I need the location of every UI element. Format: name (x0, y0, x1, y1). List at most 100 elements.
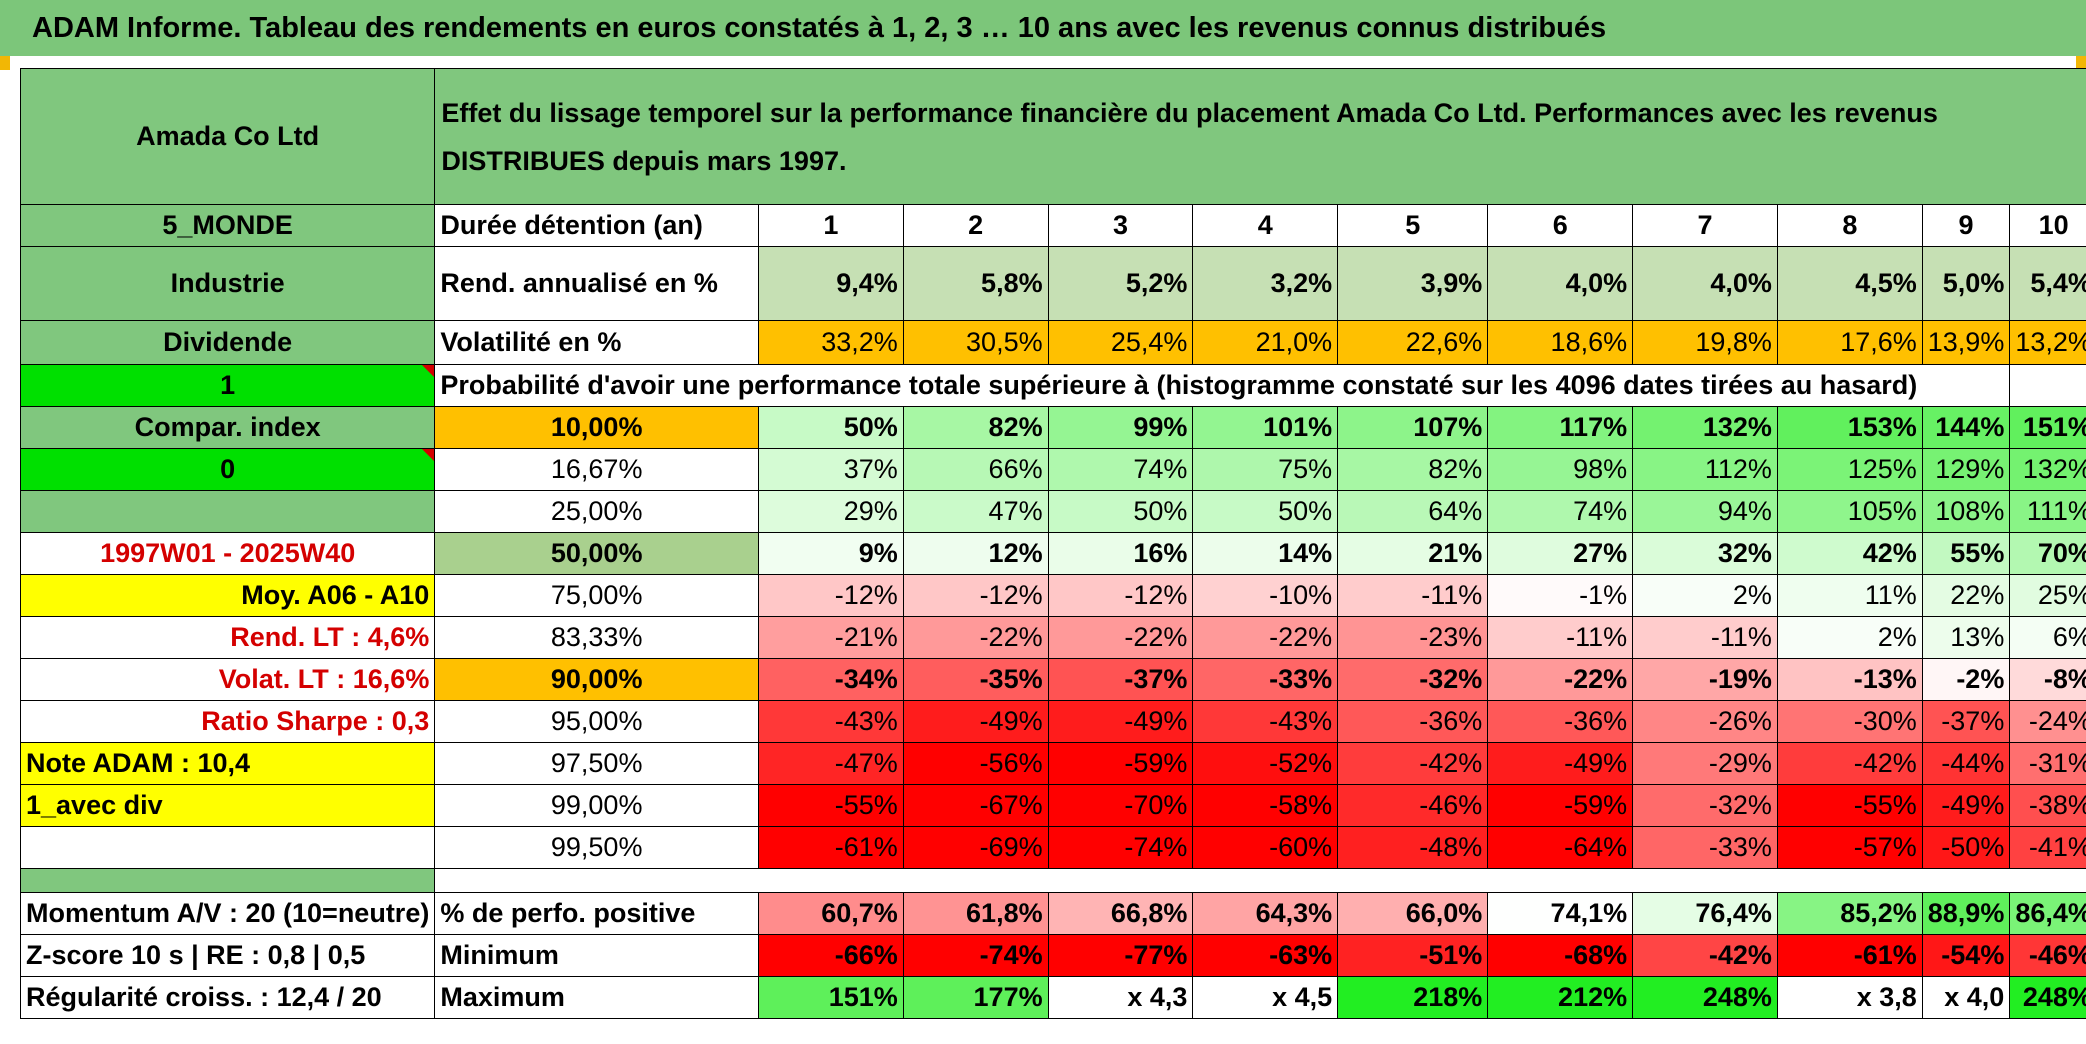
perf-value: 107% (1337, 406, 1489, 449)
percentile-label: 97,50% (434, 742, 759, 785)
perf-value: -22% (1192, 616, 1339, 659)
perf-value: 11% (1776, 574, 1923, 617)
perf-value: -48% (1337, 826, 1489, 869)
perf-value: -33% (1632, 826, 1778, 869)
perf-value: -57% (1776, 826, 1923, 869)
perf-value: -1% (1487, 574, 1634, 617)
volat-lt-label: Volat. LT : 16,6% (19, 658, 436, 701)
perf-value: 16% (1047, 532, 1194, 575)
perf-value: -44% (1921, 742, 2011, 785)
year-header: 3 (1047, 204, 1194, 247)
period-label: 1997W01 - 2025W40 (19, 532, 436, 575)
perf-value: 42% (1776, 532, 1923, 575)
type-label: Dividende (19, 320, 436, 365)
rend-value: 3,2% (1192, 246, 1339, 321)
zscore-label: Z-score 10 s | RE : 0,8 | 0,5 (19, 934, 436, 977)
perf-value: 25% (2009, 574, 2086, 617)
perf-value: 153% (1776, 406, 1923, 449)
separator-green (19, 868, 436, 893)
table-row: Compar. index 10,00% 50% 82% 99% 101% 107% 117%… (19, 406, 2086, 449)
perf-value: -37% (1921, 700, 2011, 743)
positive-perf-value: 61,8% (902, 892, 1049, 935)
minimum-value: -42% (1632, 934, 1778, 977)
vol-value: 25,4% (1047, 320, 1194, 365)
table-row: 1 Probabilité d'avoir une performance tot… (19, 364, 2086, 407)
rend-value: 5,2% (1047, 246, 1194, 321)
table-row: Note ADAM : 10,4 97,50% -47% -56% -59% -52% -4… (19, 742, 2086, 785)
report-title: ADAM Informe. Tableau des rendements en … (0, 0, 2086, 56)
year-header: 6 (1487, 204, 1634, 247)
year-header: 10 (2009, 204, 2086, 247)
minimum-value: -51% (1337, 934, 1489, 977)
perf-value: 98% (1487, 448, 1634, 491)
minimum-value: -63% (1192, 934, 1339, 977)
perf-value: -21% (758, 616, 904, 659)
duration-label: Durée détention (an) (434, 204, 759, 247)
perf-value: 112% (1632, 448, 1778, 491)
perf-value: -43% (758, 700, 904, 743)
maximum-label: Maximum (434, 976, 759, 1019)
perf-value: 47% (902, 490, 1049, 533)
perf-value: -50% (1921, 826, 2011, 869)
positive-perf-label: % de perfo. positive (434, 892, 759, 935)
perf-value: -49% (1921, 784, 2011, 827)
positive-perf-value: 60,7% (758, 892, 904, 935)
rend-value: 9,4% (758, 246, 904, 321)
perf-value: -42% (1337, 742, 1489, 785)
perf-value: -24% (2009, 700, 2086, 743)
perf-value: 108% (1921, 490, 2011, 533)
percentile-label: 16,67% (434, 448, 759, 491)
table-row: Ratio Sharpe : 0,3 95,00% -43% -49% -49% -43%… (19, 700, 2086, 743)
blank-cell (1922, 364, 2010, 407)
percentile-label: 75,00% (434, 574, 759, 617)
vol-value: 19,8% (1632, 320, 1778, 365)
perf-value: 55% (1921, 532, 2011, 575)
table-row: Industrie Rend. annualisé en % 9,4% 5,8% 5,2… (19, 246, 2086, 321)
rend-label: Rend. annualisé en % (434, 246, 759, 321)
regularite-label: Régularité croiss. : 12,4 / 20 (19, 976, 436, 1019)
perf-value: -55% (758, 784, 904, 827)
perf-value: -38% (2009, 784, 2086, 827)
compar-index-label: Compar. index (19, 406, 436, 449)
blank-cell (2009, 364, 2086, 407)
perf-value: 37% (758, 448, 904, 491)
rend-value: 4,0% (1632, 246, 1778, 321)
perf-value: -33% (1192, 658, 1339, 701)
year-header: 9 (1921, 204, 2011, 247)
indicator-zero: 0 (19, 448, 436, 491)
perf-value: 132% (1632, 406, 1778, 449)
perf-value: 82% (1337, 448, 1489, 491)
maximum-value: x 3,8 (1776, 976, 1923, 1019)
vol-value: 21,0% (1192, 320, 1339, 365)
perf-value: -29% (1632, 742, 1778, 785)
blank-cell (19, 826, 436, 869)
table-row (19, 868, 2086, 893)
rend-value: 3,9% (1337, 246, 1489, 321)
vol-value: 30,5% (902, 320, 1049, 365)
vol-value: 18,6% (1487, 320, 1634, 365)
year-header: 2 (902, 204, 1049, 247)
rend-lt-label: Rend. LT : 4,6% (19, 616, 436, 659)
vol-value: 13,2% (2009, 320, 2086, 365)
rend-value: 5,4% (2009, 246, 2086, 321)
perf-value: 74% (1047, 448, 1194, 491)
positive-perf-value: 66,8% (1047, 892, 1194, 935)
perf-value: -49% (902, 700, 1049, 743)
year-header: 1 (758, 204, 904, 247)
table-row: 0 16,67% 37% 66% 74% 75% 82% 98% 112% 125% 129% 132… (19, 448, 2086, 491)
percentile-label: 99,00% (434, 784, 759, 827)
perf-value: 75% (1192, 448, 1339, 491)
sharpe-label: Ratio Sharpe : 0,3 (19, 700, 436, 743)
maximum-value: 248% (1632, 976, 1778, 1019)
positive-perf-value: 85,2% (1776, 892, 1923, 935)
minimum-value: -46% (2009, 934, 2086, 977)
perf-value: 32% (1632, 532, 1778, 575)
perf-value: 6% (2009, 616, 2086, 659)
zone-label: 5_MONDE (19, 204, 436, 247)
perf-value: -58% (1192, 784, 1339, 827)
perf-value: -41% (2009, 826, 2086, 869)
perf-value: 2% (1632, 574, 1778, 617)
perf-value: -8% (2009, 658, 2086, 701)
perf-value: -11% (1337, 574, 1489, 617)
perf-value: -31% (2009, 742, 2086, 785)
